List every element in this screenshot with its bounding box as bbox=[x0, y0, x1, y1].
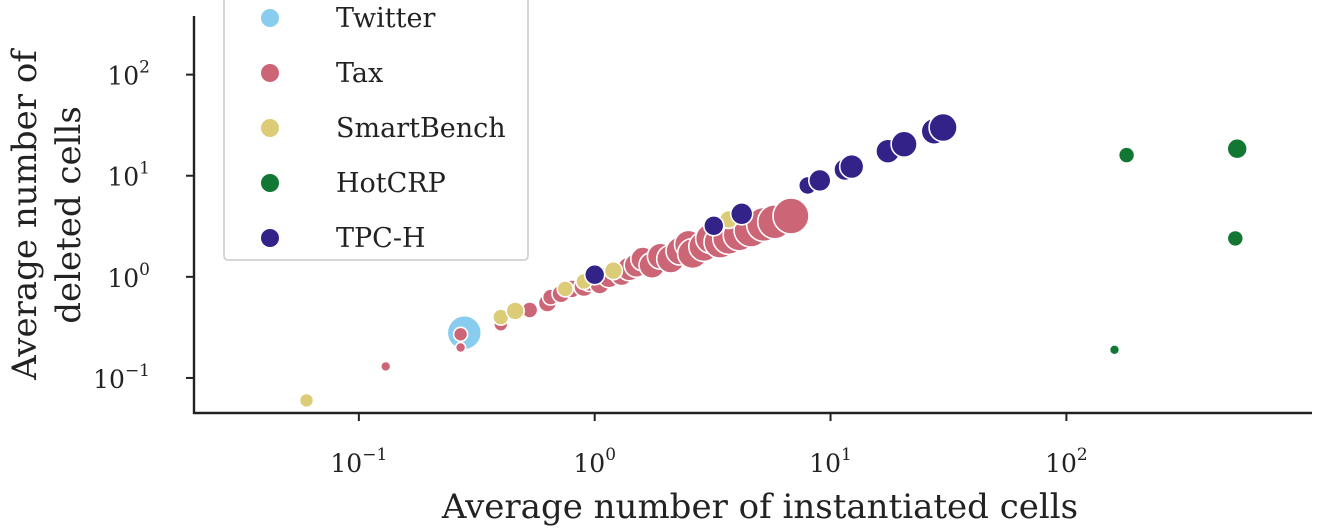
x-tick-label: 102 bbox=[1045, 445, 1088, 478]
x-tick-label: 101 bbox=[809, 445, 852, 478]
y-tick-label: 10−1 bbox=[93, 361, 150, 394]
legend-label: Twitter bbox=[336, 3, 435, 34]
legend-frame bbox=[223, 0, 529, 261]
legend-item-hotcrp: HotCRP bbox=[261, 168, 446, 199]
point-tpc-h-4 bbox=[807, 168, 832, 193]
point-tpc-h-0 bbox=[583, 263, 606, 286]
point-tpc-h-1 bbox=[702, 215, 725, 237]
point-tpc-h-8 bbox=[890, 130, 918, 158]
legend-marker bbox=[261, 64, 279, 82]
legend-marker bbox=[261, 174, 279, 192]
legend-item-tpc-h: TPC-H bbox=[261, 223, 426, 254]
legend: Twitter Tax SmartBench HotCRP TPC-H bbox=[223, 0, 529, 261]
y-tick-label: 101 bbox=[107, 159, 150, 192]
point-tax-1 bbox=[454, 341, 467, 354]
x-tick-label: 10−1 bbox=[330, 445, 387, 478]
y-axis-label-line-2: deleted cells bbox=[49, 106, 89, 324]
y-tick-label: 100 bbox=[107, 260, 150, 293]
series-tpc-h bbox=[583, 112, 958, 286]
point-tax-0 bbox=[379, 360, 392, 373]
legend-label: SmartBench bbox=[336, 113, 506, 144]
point-hotcrp-1 bbox=[1117, 146, 1136, 164]
y-axis-label-line-1: Average number of bbox=[5, 48, 45, 381]
point-hotcrp-2 bbox=[1226, 229, 1245, 248]
legend-marker bbox=[261, 119, 279, 137]
ticks: 10−1 100 101 102 10−1 100 101 102 bbox=[93, 58, 1088, 478]
point-smartbench-3 bbox=[556, 280, 575, 298]
legend-marker bbox=[261, 229, 279, 247]
x-tick-label: 100 bbox=[573, 445, 616, 478]
point-hotcrp-0 bbox=[1108, 343, 1121, 356]
legend-label: Tax bbox=[336, 58, 383, 89]
legend-label: TPC-H bbox=[336, 223, 426, 254]
point-tax-31 bbox=[772, 197, 810, 235]
legend-label: HotCRP bbox=[336, 168, 446, 199]
y-axis-label: Average number of deleted cells bbox=[5, 48, 89, 381]
point-hotcrp-3 bbox=[1226, 137, 1248, 160]
point-smartbench-0 bbox=[298, 392, 315, 409]
x-axis-label: Average number of instantiated cells bbox=[441, 487, 1078, 527]
point-smartbench-2 bbox=[505, 301, 526, 321]
point-tax-2 bbox=[452, 326, 469, 343]
point-smartbench-5 bbox=[603, 260, 624, 281]
data-points bbox=[298, 112, 1248, 409]
point-tpc-h-10 bbox=[928, 112, 958, 143]
y-tick-label: 102 bbox=[107, 58, 150, 91]
legend-item-tax: Tax bbox=[261, 58, 383, 89]
legend-item-twitter: Twitter bbox=[261, 3, 435, 34]
axes bbox=[192, 16, 1312, 415]
legend-item-smartbench: SmartBench bbox=[261, 113, 506, 144]
point-tpc-h-2 bbox=[729, 202, 754, 226]
series-hotcrp bbox=[1108, 137, 1248, 356]
legend-marker bbox=[261, 9, 279, 27]
point-tpc-h-6 bbox=[838, 153, 865, 180]
